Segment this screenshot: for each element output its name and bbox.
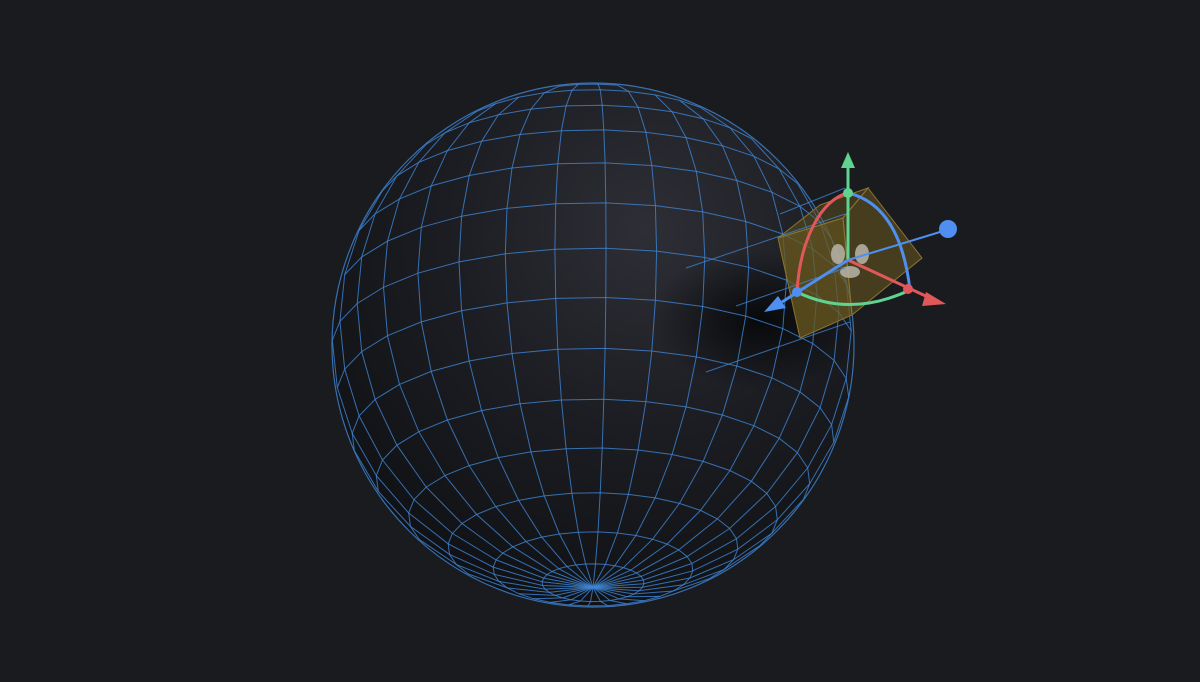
x-axis-arrow-icon[interactable]	[922, 292, 946, 306]
wireframe-edge	[592, 99, 750, 588]
x-rotation-ring[interactable]	[795, 191, 849, 293]
wireframe-edge	[447, 492, 739, 580]
wireframe-edge	[375, 398, 811, 500]
sphere-outline	[331, 82, 855, 608]
wireframe-edge	[382, 110, 594, 588]
wireframe-edge	[425, 104, 752, 145]
light-box-top-face	[777, 186, 870, 239]
wireframe-edge	[592, 578, 710, 595]
wireframe-edge	[592, 396, 850, 588]
x-axis-line[interactable]	[847, 258, 931, 300]
wireframe-edge	[339, 190, 594, 588]
transform-gizmo[interactable]	[685, 152, 957, 373]
z-ring-handle[interactable]	[792, 287, 802, 297]
wireframe-edge	[492, 531, 694, 607]
y-rotation-ring[interactable]	[796, 288, 911, 306]
z-axis-arrow-icon[interactable]	[764, 296, 786, 312]
wireframe-edge	[458, 96, 594, 588]
light-bulb-icon	[831, 244, 869, 278]
wireframe-edge	[592, 94, 706, 588]
wireframe-edge	[592, 498, 804, 588]
wireframe-edge	[336, 297, 850, 398]
sphere-mesh[interactable]	[331, 82, 870, 608]
z-rotation-ring[interactable]	[847, 191, 912, 291]
wireframe-edge	[559, 83, 618, 87]
wireframe-edge	[417, 103, 594, 588]
light-box-side-face	[842, 187, 923, 316]
wireframe-edge	[476, 89, 701, 112]
z-scale-line[interactable]	[847, 231, 941, 261]
wireframe-edge	[408, 447, 778, 547]
wireframe-edge	[468, 573, 594, 593]
y-axis-arrow-icon[interactable]	[841, 152, 855, 168]
gizmo-guides	[685, 187, 851, 373]
wireframe-edge	[592, 106, 788, 588]
x-ring-handle[interactable]	[903, 284, 913, 294]
wireframe-edge	[382, 129, 798, 192]
z-scale-handle[interactable]	[939, 220, 957, 238]
y-ring-handle[interactable]	[843, 188, 853, 198]
wireframe-edge	[351, 347, 835, 451]
wireframe-edge	[541, 563, 645, 603]
